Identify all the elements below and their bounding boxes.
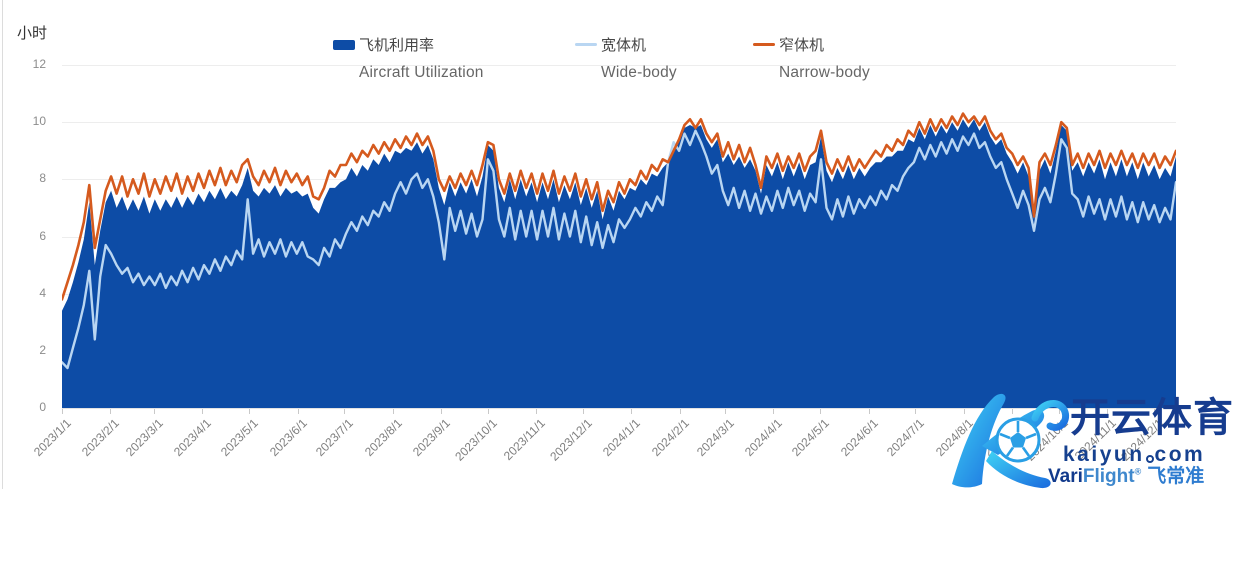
x-axis-tick [915, 409, 917, 414]
legend-label-en: Wide-body [601, 64, 677, 81]
aircraft-utilization-chart-panel: { "y_axis": { "title": "小时", "ticks": [0… [2, 0, 1242, 489]
x-axis-tick [62, 409, 63, 414]
narrow-body-line-series [62, 112, 1176, 301]
panel-left-edge [2, 0, 3, 489]
x-axis-tick [536, 409, 538, 414]
legend-label-zh: 飞机利用率 [359, 37, 435, 54]
legend-label-zh: 窄体机 [779, 37, 825, 54]
utilization-area-swatch-icon [333, 39, 355, 50]
plot-area [62, 112, 1176, 408]
x-axis-tick [1012, 409, 1014, 414]
x-axis-tick [1107, 409, 1109, 414]
x-axis-tick [487, 409, 489, 414]
legend-item-aircraft-utilization[interactable]: 飞机利用率 Aircraft Utilization [333, 36, 484, 82]
x-axis-tick [297, 409, 299, 414]
narrow-body-line-swatch-icon [753, 42, 775, 47]
variflight-zh: 飞常准 [1147, 466, 1205, 487]
y-axis-tick-label: 2 [39, 342, 46, 357]
x-axis-tick [1154, 409, 1156, 414]
y-gridline [62, 408, 1176, 409]
x-axis-tick [154, 409, 156, 414]
y-axis-title: 小时 [17, 25, 48, 42]
wide-body-line-swatch-icon [575, 42, 597, 47]
legend-label-zh: 宽体机 [601, 37, 647, 54]
y-gridline [62, 179, 1176, 181]
legend-label-en: Narrow-body [779, 64, 870, 81]
variflight-logo-text: VariFlight® 飞常准 [1048, 467, 1204, 486]
x-axis-tick [202, 409, 204, 414]
x-axis-tick [679, 409, 681, 414]
x-axis-tick [392, 409, 394, 414]
legend-label-en: Aircraft Utilization [359, 64, 484, 81]
y-axis-tick-label: 8 [39, 171, 46, 186]
wide-body-line-series [62, 129, 1176, 370]
y-axis-tick-label: 0 [39, 400, 46, 414]
domain-name: kaiyun [1063, 443, 1145, 466]
soccer-ball-dot-icon [1145, 455, 1154, 463]
x-axis-tick [963, 409, 965, 414]
x-axis-tick [441, 409, 443, 414]
x-axis-tick [249, 409, 251, 414]
x-axis-tick [583, 409, 585, 414]
x-axis-tick [631, 409, 633, 414]
y-axis-tick-label: 6 [39, 228, 46, 243]
kaiyun-watermark: 开云体育 kaiyun com VariFlight® 飞常准 [946, 386, 1242, 489]
x-axis-tick [820, 409, 822, 414]
kaiyun-brand-text: 开云体育 [1070, 396, 1234, 440]
domain-tld: com [1154, 443, 1206, 466]
legend-item-wide-body[interactable]: 宽体机 Wide-body [575, 36, 677, 82]
kaiyun-k-logo-icon [952, 393, 1070, 489]
y-axis-tick-label: 12 [32, 57, 46, 71]
x-axis-tick [344, 409, 346, 414]
y-axis-tick-label: 10 [32, 114, 46, 129]
variflight-vari: Vari [1048, 466, 1083, 487]
x-axis-tick [773, 409, 775, 414]
y-gridline [62, 65, 1176, 66]
legend-item-narrow-body[interactable]: 窄体机 Narrow-body [753, 36, 870, 82]
soccer-ball-icon [995, 417, 1041, 463]
y-gridline [62, 122, 1176, 124]
x-axis-tick [110, 409, 112, 414]
x-axis-tick [725, 409, 727, 414]
registered-mark: ® [1134, 466, 1142, 477]
x-axis-tick [1058, 409, 1060, 414]
x-axis-tick [868, 409, 870, 414]
kaiyun-domain-text: kaiyun com [1063, 444, 1205, 465]
y-axis-tick-label: 4 [39, 285, 46, 300]
variflight-flight: Flight [1082, 466, 1135, 487]
